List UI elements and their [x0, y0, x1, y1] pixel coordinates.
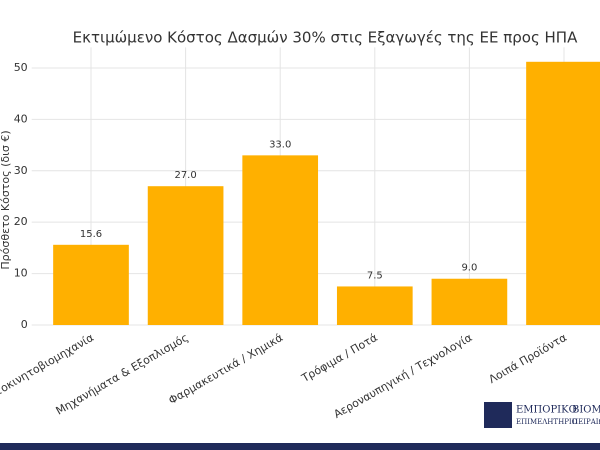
y-tick-label: 50: [14, 61, 28, 74]
value-label: 7.5: [367, 270, 383, 281]
bar: [147, 186, 224, 325]
footer-strip: [0, 443, 600, 450]
y-tick-label: 40: [14, 112, 28, 125]
logo-text: ΕΜΠΟΡΙΚΟ: [516, 405, 577, 416]
value-label: 27.0: [174, 170, 196, 181]
bar: [336, 286, 413, 325]
y-tick-label: 30: [14, 164, 28, 177]
value-label: 33.0: [269, 139, 291, 150]
y-axis-label: Πρόσθετο Κόστος (δισ €): [0, 130, 12, 269]
logo-icon: [484, 402, 512, 428]
bar: [431, 278, 508, 325]
logo-text: ΠΕΙΡΑΙΩΣ: [572, 418, 600, 426]
value-label: 9.0: [461, 263, 477, 274]
value-label: 15.6: [80, 229, 102, 240]
bar: [242, 155, 319, 325]
logo-text: ΕΠΙΜΕΛΗΤΗΡΙΟ: [516, 418, 578, 426]
chart-title: Εκτιμώμενο Κόστος Δασμών 30% στις Εξαγωγ…: [73, 29, 578, 47]
logo-text: ΒΙΟΜΗ: [572, 405, 600, 416]
y-tick-label: 10: [14, 267, 28, 280]
y-tick-label: 20: [14, 215, 28, 228]
bar: [53, 244, 129, 325]
bar: [526, 61, 600, 326]
y-tick-label: 0: [21, 318, 28, 331]
